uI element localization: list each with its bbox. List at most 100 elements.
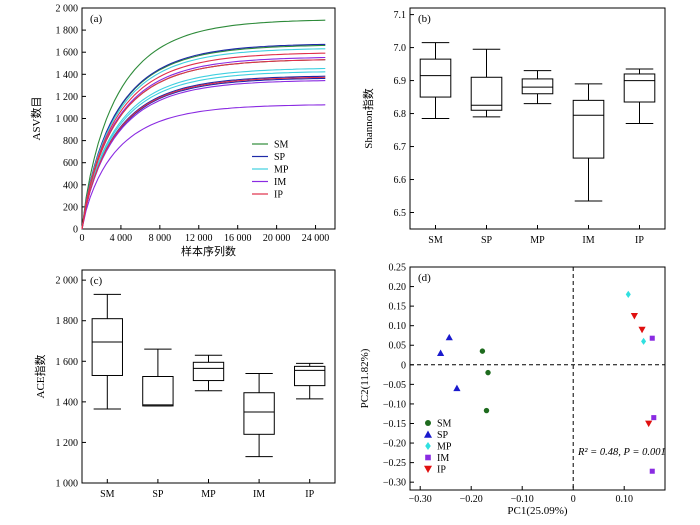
y-tick-label: 1 400 (56, 397, 79, 408)
legend-label: MP (274, 165, 289, 176)
rarefaction-curve (81, 76, 326, 230)
x-tick-label: 0 (80, 233, 85, 244)
x-tick-label: IM (582, 235, 594, 246)
y-tick-label: 1 800 (56, 316, 79, 327)
box-iqr (294, 365, 326, 387)
panel-b-shannon-boxplot: 6.5 6.6 6.7 6.8 6.9 7.0 7.1 SM SP MP IM IP Shannon指数… (361, 7, 666, 246)
y-axis-label: ASV数目 (30, 96, 43, 140)
scatter-point (649, 335, 655, 341)
panel-c-ace-boxplot: 1 000 1 200 1 400 1 600 1 800 2 000 SM SP MP IM IP… (33, 269, 336, 500)
scatter-point (437, 349, 445, 356)
y-tick-label: 0.20 (389, 282, 407, 293)
rarefaction-curve (81, 52, 326, 230)
y-tick-label: −0.25 (383, 458, 406, 469)
rarefaction-curve (81, 75, 326, 230)
x-axis-label: PC1(25.09%) (507, 505, 568, 517)
panel-label: (b) (418, 13, 431, 25)
x-tick-label: SP (152, 489, 164, 500)
scatter-point (445, 333, 453, 341)
scatter-point (630, 313, 638, 320)
rarefaction-curve (81, 80, 326, 230)
box-iqr (623, 73, 656, 103)
legend-label: IM (274, 177, 286, 188)
rarefaction-curve (81, 48, 326, 230)
y-tick-label: −0.15 (383, 419, 406, 430)
y-tick-label: 7.0 (394, 43, 407, 54)
rarefaction-curve (81, 19, 326, 230)
y-tick-label: 6.8 (394, 109, 407, 120)
x-tick-label: SM (428, 235, 443, 246)
x-tick-label: IP (635, 235, 644, 246)
box-iqr (470, 76, 503, 111)
box-iqr (243, 392, 275, 435)
x-tick-label: 8 000 (149, 233, 172, 244)
box-iqr (91, 318, 123, 376)
box-iqr (521, 78, 554, 95)
y-tick-label: 0.25 (389, 263, 407, 274)
y-tick-label: −0.20 (383, 439, 406, 450)
y-tick-label: −0.05 (383, 380, 406, 391)
legend-label: SP (274, 152, 286, 163)
y-tick-label: 0.05 (389, 341, 407, 352)
y-axis-label: ACE指数 (33, 355, 47, 399)
y-tick-label: 1 000 (56, 114, 79, 125)
y-tick-label: 800 (63, 136, 78, 147)
rarefaction-curve (81, 77, 326, 230)
y-tick-label: 200 (63, 202, 78, 213)
x-tick-label: 4 000 (110, 233, 133, 244)
scatter-point (625, 290, 631, 298)
box-iqr (192, 361, 225, 382)
y-tick-label: −0.30 (383, 478, 406, 489)
rarefaction-curve (81, 71, 326, 230)
y-tick-label: 6.6 (394, 175, 407, 186)
legend-label: SP (437, 430, 449, 441)
x-tick-label: −0.20 (460, 494, 483, 505)
x-tick-label: 16 000 (224, 233, 252, 244)
y-tick-label: 2 000 (56, 4, 79, 15)
rarefaction-curve (81, 56, 326, 230)
legend-label: SM (437, 419, 452, 430)
legend-label: SM (274, 140, 289, 151)
y-tick-label: 0 (401, 360, 406, 371)
panel-d-pcoa-scatter: −0.30 −0.25 −0.20 −0.15 −0.10 −0.05 0 0.05 0.10 0… (359, 263, 666, 518)
x-tick-label: IP (305, 489, 314, 500)
legend-marker (425, 454, 431, 461)
scatter-point (483, 407, 490, 414)
y-tick-label: 1 800 (56, 26, 79, 37)
y-tick-label: 6.5 (394, 208, 407, 219)
scatter-point (453, 384, 461, 392)
y-tick-label: 400 (63, 180, 78, 191)
y-tick-label: 1 400 (56, 70, 79, 81)
x-tick-label: −0.10 (511, 494, 534, 505)
y-tick-label: 6.7 (394, 142, 407, 153)
x-tick-label: 0 (571, 494, 576, 505)
legend-label: IM (437, 453, 449, 464)
x-tick-label: 12 000 (185, 233, 213, 244)
x-tick-label: MP (530, 235, 545, 246)
panel-label: (d) (418, 272, 431, 284)
y-tick-label: 0.10 (389, 321, 407, 332)
x-tick-label: IM (253, 489, 265, 500)
r2-annotation: R² = 0.48, P = 0.001 (577, 447, 666, 458)
y-axis-label: Shannon指数 (361, 88, 375, 149)
scatter-point (649, 468, 655, 474)
legend-marker (425, 442, 431, 450)
y-tick-label: 6.9 (394, 76, 407, 87)
box-iqr (572, 99, 605, 159)
box-iqr (419, 58, 452, 98)
rarefaction-curve (81, 43, 326, 230)
panel-a-rarefaction-chart: 0 200 400 600 800 1 000 1 200 1 400 1 600 1 800 2 … (30, 4, 336, 258)
legend-marker (425, 420, 431, 426)
plot-frame (81, 7, 336, 230)
y-tick-label: 2 000 (56, 276, 79, 287)
y-tick-label: 1 200 (56, 92, 79, 103)
scatter-point (641, 337, 647, 345)
rarefaction-curve (81, 104, 326, 230)
y-tick-label: 600 (63, 158, 78, 169)
x-tick-label: 20 000 (263, 233, 291, 244)
y-axis-label: PC2(11.82%) (359, 348, 371, 408)
y-tick-label: 1 200 (56, 438, 79, 449)
legend-label: IP (274, 190, 283, 201)
legend-label: MP (437, 442, 452, 453)
